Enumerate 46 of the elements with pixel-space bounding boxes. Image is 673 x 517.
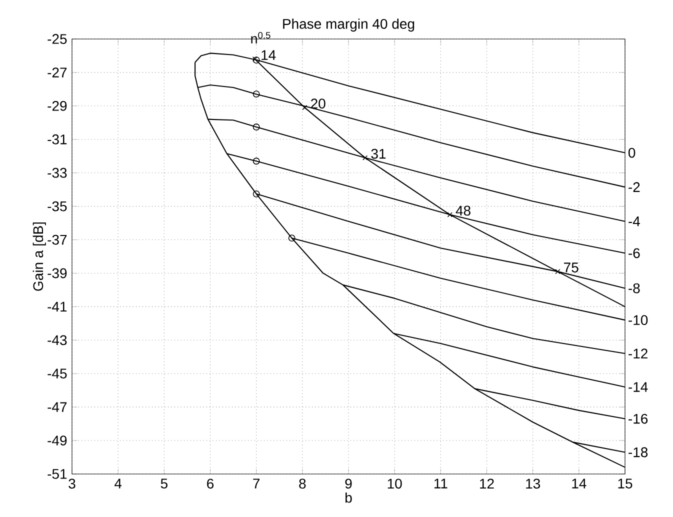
x-tick-label: 8 — [299, 478, 306, 489]
chart-title: Phase margin 40 deg — [283, 18, 414, 32]
x-tick-label: 9 — [345, 478, 352, 489]
y-tick-label: -29 — [48, 100, 67, 111]
x-tick-label: 5 — [160, 478, 168, 488]
y-tick-label: -51 — [48, 469, 67, 479]
y-tick-label: -49 — [48, 436, 67, 446]
y-tick-label: -35 — [48, 201, 67, 212]
y-tick-label: -25 — [48, 34, 67, 44]
x-tick-label: 10 — [388, 478, 402, 489]
series-label: -6 — [628, 248, 640, 258]
y-axis-title: Gain a [dB] — [32, 222, 46, 291]
series-label: -4 — [628, 216, 640, 226]
annotation: 48 — [456, 206, 470, 216]
series-label: -10 — [628, 315, 648, 326]
x-tick-label: 7 — [253, 478, 260, 488]
x-axis-title: b — [346, 492, 352, 503]
y-tick-label: -37 — [48, 234, 67, 245]
series-label: -18 — [628, 447, 648, 458]
series-label: -16 — [628, 414, 648, 424]
x-tick-label: 12 — [480, 478, 494, 488]
x-tick-label: 4 — [114, 478, 122, 488]
series-label: -8 — [628, 283, 640, 294]
annotation: n$^{0.5}$ — [251, 32, 270, 44]
annotation: 75 — [564, 262, 578, 272]
y-tick-label: -33 — [48, 168, 67, 178]
annotation: 20 — [311, 98, 326, 109]
x-tick-label: 3 — [68, 478, 76, 489]
y-tick-label: -43 — [48, 335, 67, 346]
series-label: -2 — [628, 182, 640, 192]
x-tick-label: 11 — [434, 478, 448, 488]
x-tick-label: 15 — [618, 478, 632, 488]
y-tick-label: -31 — [48, 134, 67, 144]
annotation: 31 — [371, 148, 386, 159]
x-tick-label: 13 — [526, 478, 540, 489]
series-label: -14 — [628, 382, 648, 392]
y-tick-label: -45 — [48, 368, 67, 379]
series-label: 0 — [628, 148, 636, 158]
y-tick-label: -39 — [48, 268, 67, 278]
y-tick-label: -27 — [48, 68, 67, 78]
y-tick-label: -47 — [48, 402, 67, 412]
annotation: 14 — [262, 50, 276, 60]
x-tick-label: 6 — [207, 478, 214, 489]
series-label: -12 — [628, 348, 648, 358]
x-tick-label: 14 — [572, 478, 586, 488]
y-tick-label: -41 — [48, 302, 67, 312]
